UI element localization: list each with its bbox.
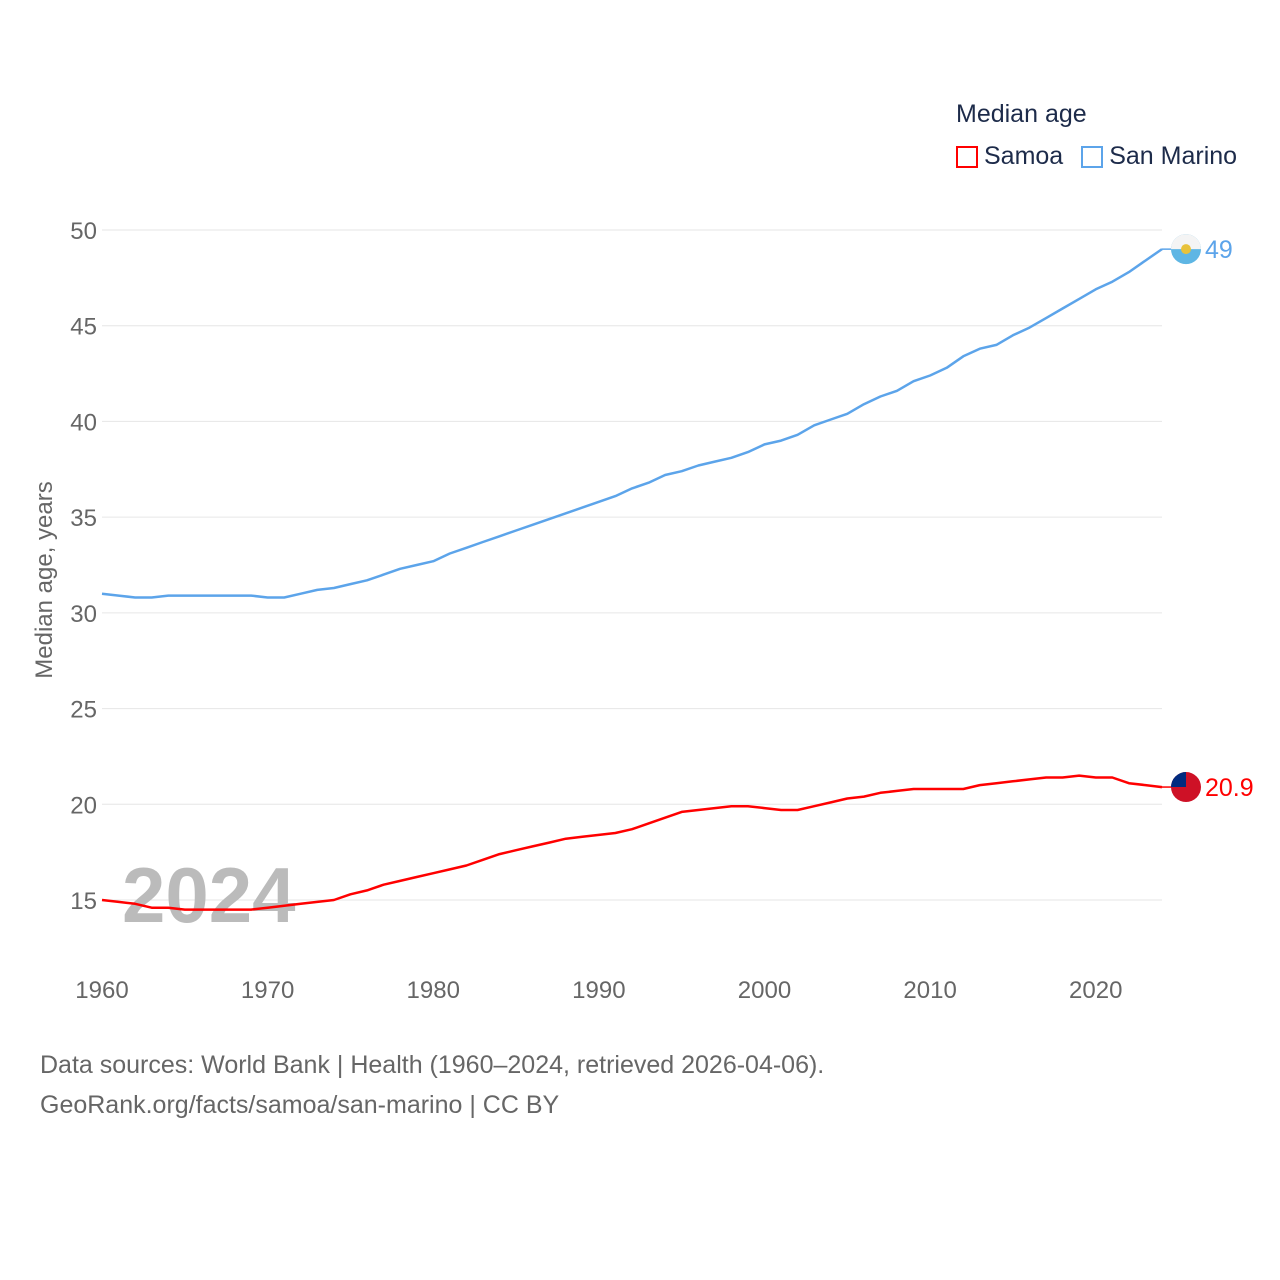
attribution-link[interactable]: GeoRank.org/facts/samoa/san-marino | CC … <box>40 1091 560 1119</box>
end-value-label: 20.9 <box>1205 774 1254 802</box>
legend-title: Median age <box>956 100 1087 128</box>
samoa-flag-canton <box>1171 772 1186 788</box>
legend-label-san-marino: San Marino <box>1109 142 1238 170</box>
year-watermark: 2024 <box>122 851 296 939</box>
legend-label-samoa: Samoa <box>984 142 1064 170</box>
end-value-label: 49 <box>1205 236 1233 264</box>
san-marino-flag-top <box>1171 234 1201 250</box>
legend-item-samoa[interactable]: Samoa <box>956 142 1063 171</box>
y-tick-label: 45 <box>70 314 97 341</box>
data-source-text: Data sources: World Bank | Health (1960–… <box>40 1051 825 1079</box>
y-tick-label: 25 <box>70 697 97 724</box>
y-tick-label: 20 <box>70 792 97 819</box>
y-tick-label: 50 <box>70 218 97 245</box>
y-tick-label: 30 <box>70 601 97 628</box>
y-tick-label: 40 <box>70 409 97 436</box>
y-axis-label: Median age, years <box>31 481 58 678</box>
legend-swatch-samoa <box>956 145 978 168</box>
x-tick-label: 1980 <box>407 977 460 1004</box>
legend-item-san-marino[interactable]: San Marino <box>1081 142 1237 171</box>
legend-swatch-san-marino <box>1081 145 1104 168</box>
y-tick-label: 35 <box>70 505 97 532</box>
footer: Data sources: World Bank | Health (1960–… <box>40 1045 824 1125</box>
x-tick-label: 2010 <box>903 977 956 1004</box>
series-line-san-marino <box>101 248 1163 599</box>
x-tick-label: 1960 <box>75 977 128 1004</box>
x-tick-label: 2000 <box>738 977 791 1004</box>
x-tick-label: 1990 <box>572 977 625 1004</box>
san-marino-coat-of-arms <box>1181 244 1191 255</box>
x-tick-label: 2020 <box>1069 977 1122 1004</box>
legend: Samoa San Marino <box>956 142 1237 171</box>
y-tick-label: 15 <box>70 888 97 915</box>
x-tick-label: 1970 <box>241 977 294 1004</box>
series-line-samoa <box>101 774 1163 911</box>
